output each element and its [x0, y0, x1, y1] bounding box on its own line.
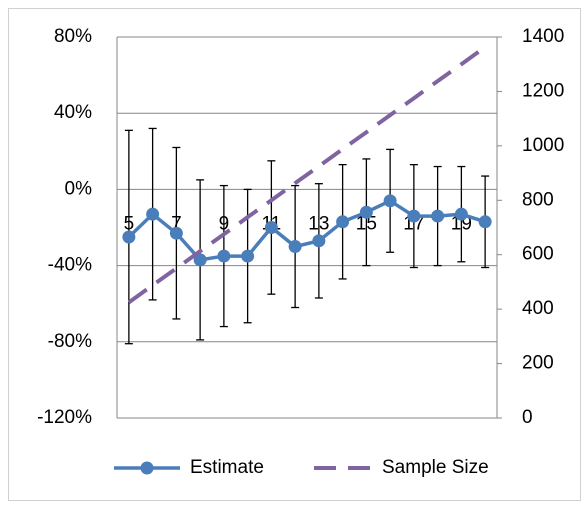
- marker: [264, 221, 278, 234]
- legend-label: Estimate: [190, 457, 264, 478]
- legend-marker: [140, 461, 154, 475]
- legend-label: Sample Size: [382, 457, 489, 478]
- marker: [169, 226, 183, 240]
- marker: [122, 230, 136, 244]
- y-tick-label: -80%: [48, 331, 92, 352]
- marker: [407, 209, 421, 223]
- marker: [454, 207, 468, 221]
- y2-tick-label: 600: [522, 244, 554, 265]
- y2-tick-label: 1400: [522, 26, 564, 47]
- series-line: [127, 198, 486, 262]
- y2-tick-label: 1200: [522, 80, 564, 101]
- series-line: [127, 45, 487, 304]
- y-tick-label: -40%: [48, 255, 92, 276]
- y-tick-label: 0%: [65, 178, 93, 199]
- y-tick-label: 80%: [54, 26, 92, 47]
- marker: [431, 209, 445, 223]
- marker: [478, 215, 492, 229]
- y2-tick-label: 200: [522, 353, 554, 374]
- y2-tick-label: 1000: [522, 135, 564, 156]
- marker: [217, 249, 231, 263]
- y2-tick-label: 800: [522, 189, 554, 210]
- marker: [383, 194, 397, 208]
- y-tick-label: 40%: [54, 102, 92, 123]
- marker: [359, 205, 373, 219]
- marker: [241, 249, 255, 263]
- marker: [146, 207, 160, 221]
- marker: [312, 234, 326, 248]
- marker: [336, 215, 350, 229]
- y-tick-label: -120%: [37, 407, 92, 428]
- marker: [288, 240, 302, 254]
- marker: [193, 253, 207, 267]
- y2-tick-label: 400: [522, 298, 554, 319]
- y2-tick-label: 0: [522, 407, 533, 428]
